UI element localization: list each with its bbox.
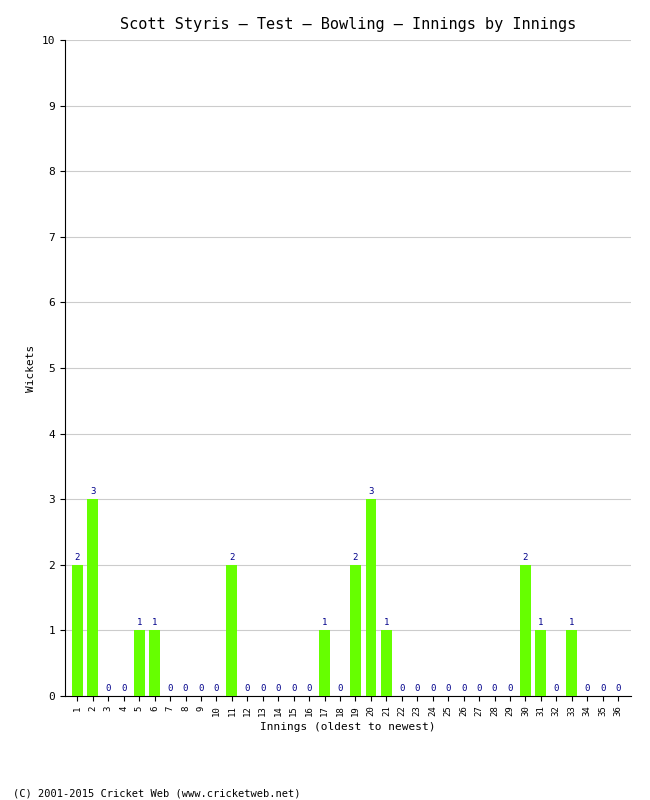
Bar xyxy=(87,499,98,696)
Text: 0: 0 xyxy=(105,684,111,693)
Bar xyxy=(134,630,144,696)
Text: 1: 1 xyxy=(152,618,157,627)
Text: 0: 0 xyxy=(337,684,343,693)
Text: (C) 2001-2015 Cricket Web (www.cricketweb.net): (C) 2001-2015 Cricket Web (www.cricketwe… xyxy=(13,788,300,798)
Text: 0: 0 xyxy=(461,684,466,693)
Bar xyxy=(150,630,160,696)
Text: 1: 1 xyxy=(322,618,327,627)
Text: 0: 0 xyxy=(260,684,265,693)
Text: 0: 0 xyxy=(291,684,296,693)
Bar xyxy=(319,630,330,696)
Text: 0: 0 xyxy=(430,684,436,693)
Text: 3: 3 xyxy=(90,487,96,496)
Text: 1: 1 xyxy=(538,618,543,627)
Text: 1: 1 xyxy=(384,618,389,627)
Text: 0: 0 xyxy=(600,684,605,693)
Text: 2: 2 xyxy=(523,553,528,562)
Text: 2: 2 xyxy=(229,553,235,562)
Text: 0: 0 xyxy=(244,684,250,693)
Text: 0: 0 xyxy=(183,684,188,693)
Y-axis label: Wickets: Wickets xyxy=(26,344,36,392)
Text: 0: 0 xyxy=(616,684,621,693)
Text: 0: 0 xyxy=(214,684,219,693)
Bar xyxy=(536,630,546,696)
Bar xyxy=(365,499,376,696)
Text: 0: 0 xyxy=(306,684,312,693)
Bar xyxy=(350,565,361,696)
X-axis label: Innings (oldest to newest): Innings (oldest to newest) xyxy=(260,722,436,732)
Text: 0: 0 xyxy=(198,684,203,693)
Text: 2: 2 xyxy=(353,553,358,562)
Text: 0: 0 xyxy=(507,684,513,693)
Bar xyxy=(520,565,531,696)
Bar xyxy=(566,630,577,696)
Text: 0: 0 xyxy=(121,684,126,693)
Text: 0: 0 xyxy=(399,684,404,693)
Text: 0: 0 xyxy=(554,684,559,693)
Text: 0: 0 xyxy=(445,684,451,693)
Text: 0: 0 xyxy=(276,684,281,693)
Text: 0: 0 xyxy=(415,684,420,693)
Bar xyxy=(226,565,237,696)
Text: 0: 0 xyxy=(476,684,482,693)
Title: Scott Styris – Test – Bowling – Innings by Innings: Scott Styris – Test – Bowling – Innings … xyxy=(120,17,576,32)
Text: 2: 2 xyxy=(75,553,80,562)
Bar xyxy=(381,630,392,696)
Text: 0: 0 xyxy=(584,684,590,693)
Text: 1: 1 xyxy=(136,618,142,627)
Text: 0: 0 xyxy=(168,684,173,693)
Text: 3: 3 xyxy=(369,487,374,496)
Text: 1: 1 xyxy=(569,618,575,627)
Text: 0: 0 xyxy=(492,684,497,693)
Bar xyxy=(72,565,83,696)
